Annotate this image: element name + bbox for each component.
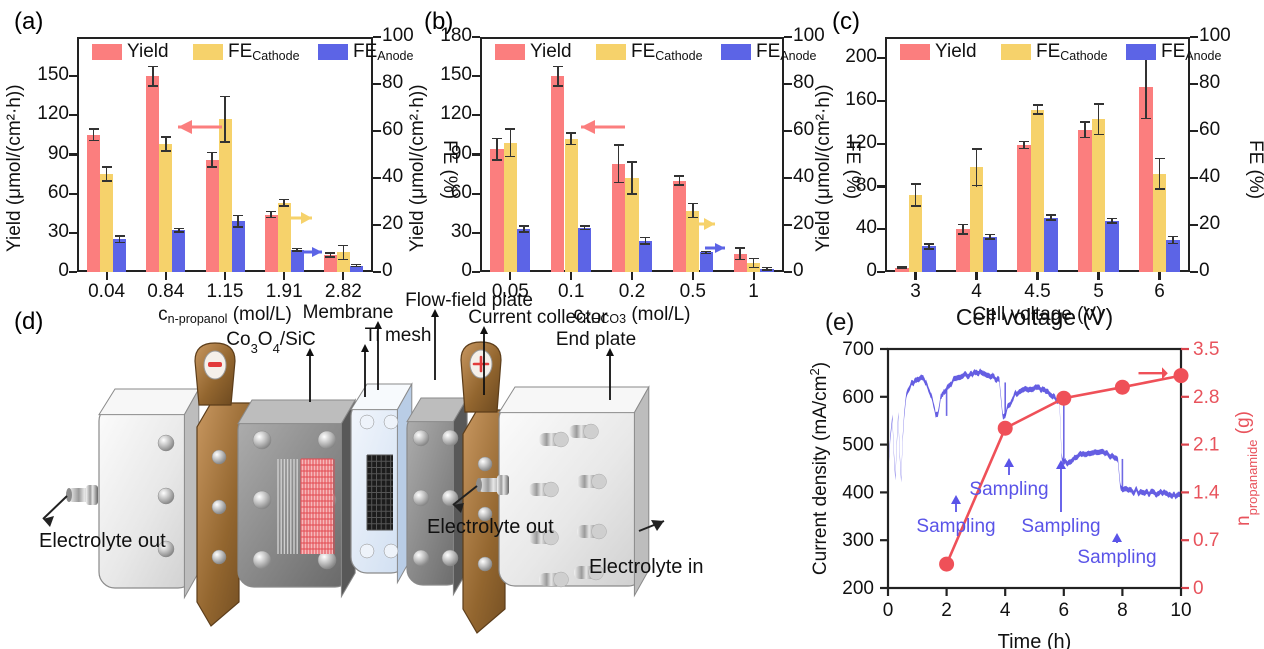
- svg-text:10: 10: [1170, 600, 1191, 621]
- svg-text:Time (h): Time (h): [998, 631, 1072, 649]
- svg-text:2: 2: [941, 600, 952, 621]
- svg-text:1.4: 1.4: [1193, 482, 1220, 503]
- svg-text:0.7: 0.7: [1193, 530, 1219, 551]
- svg-text:8: 8: [1117, 600, 1128, 621]
- svg-text:Sampling: Sampling: [1021, 516, 1100, 537]
- svg-text:3.5: 3.5: [1193, 339, 1219, 360]
- svg-text:400: 400: [842, 482, 874, 503]
- svg-text:6: 6: [1059, 600, 1070, 621]
- svg-text:npropanamide (g): npropanamide (g): [1233, 411, 1260, 526]
- svg-text:0: 0: [883, 600, 894, 621]
- svg-text:200: 200: [842, 578, 874, 599]
- svg-text:0: 0: [1193, 578, 1204, 599]
- svg-text:Sampling: Sampling: [916, 516, 995, 537]
- svg-text:700: 700: [842, 339, 874, 360]
- svg-text:Sampling: Sampling: [1077, 547, 1156, 568]
- svg-text:300: 300: [842, 530, 874, 551]
- svg-text:2.8: 2.8: [1193, 387, 1219, 408]
- svg-text:2.1: 2.1: [1193, 435, 1219, 456]
- svg-text:Cell voltage (V): Cell voltage (V): [956, 304, 1113, 330]
- svg-text:Current density (mA/cm2): Current density (mA/cm2): [807, 362, 832, 575]
- svg-text:Sampling: Sampling: [969, 479, 1048, 500]
- svg-text:500: 500: [842, 435, 874, 456]
- svg-text:(e): (e): [825, 309, 854, 336]
- svg-text:600: 600: [842, 387, 874, 408]
- svg-text:4: 4: [1000, 600, 1011, 621]
